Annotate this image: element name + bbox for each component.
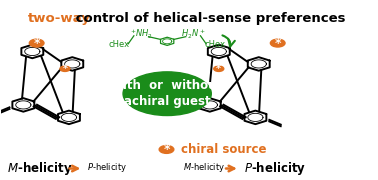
Text: cHex: cHex <box>205 40 226 49</box>
Text: chiral source: chiral source <box>181 143 267 156</box>
Text: cHex: cHex <box>108 40 129 49</box>
Text: *: * <box>163 143 170 156</box>
Text: control of helical-sense preferences: control of helical-sense preferences <box>71 12 346 25</box>
Text: *: * <box>216 64 221 74</box>
Circle shape <box>270 39 285 47</box>
Text: with  or  without: with or without <box>112 79 222 92</box>
Circle shape <box>60 66 70 71</box>
Text: achiral guest: achiral guest <box>124 95 211 108</box>
Ellipse shape <box>123 72 211 116</box>
FancyArrowPatch shape <box>222 35 235 47</box>
Circle shape <box>29 39 44 47</box>
Text: $\mathit{P}$-helicity: $\mathit{P}$-helicity <box>87 161 127 174</box>
Circle shape <box>159 146 174 153</box>
Text: *: * <box>62 64 67 74</box>
Text: *: * <box>33 37 40 50</box>
Text: $\mathit{M}$-helicity: $\mathit{M}$-helicity <box>7 160 72 177</box>
Text: *: * <box>274 37 281 50</box>
Text: $\mathit{P}$-helicity: $\mathit{P}$-helicity <box>244 160 306 177</box>
Text: $H_2N^+$: $H_2N^+$ <box>181 28 206 42</box>
Text: $\mathit{M}$-helicity: $\mathit{M}$-helicity <box>183 161 225 174</box>
Text: $^+\!NH_2$: $^+\!NH_2$ <box>129 28 153 42</box>
Text: two-way: two-way <box>28 12 91 25</box>
Circle shape <box>214 66 224 71</box>
